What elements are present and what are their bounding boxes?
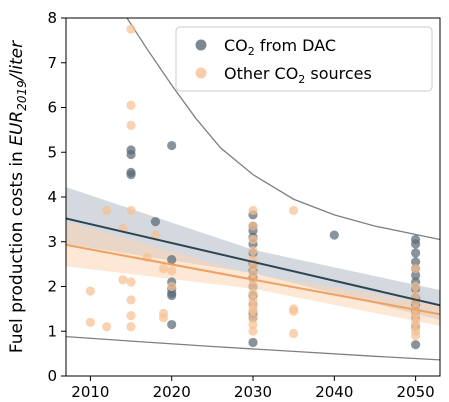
bound-curve-lower — [66, 335, 440, 361]
data-point-other-co2-sources — [248, 306, 258, 316]
y-axis-title: Fuel production costs in EUR2019/liter — [7, 40, 29, 353]
data-point-other-co2-sources — [248, 221, 258, 231]
data-point-other-co2-sources — [289, 306, 299, 316]
y-axis-title-sub: 2019 — [15, 80, 29, 111]
data-point-other-co2-sources — [85, 317, 95, 327]
data-point-other-co2-sources — [126, 310, 136, 321]
data-point-co2-from-dac — [411, 239, 421, 249]
data-point-co2-from-dac — [329, 230, 339, 240]
bound-curves — [66, 18, 440, 361]
data-point-other-co2-sources — [411, 281, 421, 292]
legend-label-other-post: sources — [305, 64, 372, 83]
data-point-other-co2-sources — [126, 24, 136, 34]
y-axis-title-pre: Fuel production costs in — [7, 146, 27, 353]
y-tick-label: 3 — [47, 233, 57, 251]
x-axis: 2010 2020 2030 2040 2050 — [71, 376, 435, 401]
data-points — [85, 24, 421, 350]
data-point-other-co2-sources — [248, 268, 258, 278]
y-tick-label: 6 — [47, 99, 57, 117]
regression-line-other-co2-sources — [66, 243, 440, 316]
data-point-other-co2-sources — [248, 261, 258, 271]
regression-line-co2-from-dac — [66, 217, 440, 307]
data-point-co2-from-dac — [167, 319, 177, 330]
y-tick-label: 7 — [47, 54, 57, 72]
data-point-other-co2-sources — [158, 264, 169, 274]
y-axis-title-post: /liter — [7, 40, 27, 82]
data-point-other-co2-sources — [85, 286, 95, 296]
data-point-other-co2-sources — [126, 295, 136, 305]
bound-curve-upper — [126, 18, 440, 241]
data-point-other-co2-sources — [289, 205, 299, 216]
legend-marker-other — [195, 67, 207, 79]
legend-marker-dac — [195, 39, 207, 51]
data-point-co2-from-dac — [167, 290, 177, 301]
data-point-co2-from-dac — [248, 337, 258, 348]
data-point-other-co2-sources — [158, 313, 169, 323]
legend-label-dac: CO2 from DAC — [224, 36, 336, 58]
data-point-other-co2-sources — [126, 322, 136, 332]
data-point-co2-from-dac — [126, 149, 136, 160]
data-point-other-co2-sources — [411, 290, 421, 301]
y-tick-label: 8 — [47, 9, 57, 27]
data-point-co2-from-dac — [411, 257, 421, 267]
data-point-co2-from-dac — [167, 140, 177, 151]
data-point-other-co2-sources — [248, 313, 258, 323]
x-tick-label: 2010 — [71, 383, 109, 401]
x-tick-label: 2050 — [397, 383, 435, 401]
data-point-other-co2-sources — [411, 264, 421, 274]
data-point-other-co2-sources — [289, 328, 299, 339]
data-point-other-co2-sources — [248, 246, 258, 256]
data-point-other-co2-sources — [248, 288, 258, 298]
x-tick-label: 2020 — [153, 383, 191, 401]
legend-box — [175, 26, 433, 92]
legend-label-other-pre: Other CO — [224, 64, 298, 83]
y-tick-label: 2 — [47, 278, 57, 296]
data-point-other-co2-sources — [118, 275, 128, 285]
y-tick-label: 5 — [47, 143, 57, 161]
legend-label-other-sub: 2 — [298, 73, 305, 86]
y-tick-label: 4 — [47, 188, 57, 206]
data-point-co2-from-dac — [411, 248, 421, 258]
data-point-co2-from-dac — [411, 270, 421, 280]
legend-label-dac-pre: CO — [224, 36, 248, 55]
data-point-other-co2-sources — [167, 281, 177, 292]
data-point-other-co2-sources — [126, 100, 136, 110]
legend: CO2 from DAC Other CO2 sources — [175, 26, 433, 92]
data-point-co2-from-dac — [167, 255, 177, 265]
y-tick-label: 0 — [47, 367, 57, 385]
data-point-other-co2-sources — [126, 277, 136, 287]
data-point-other-co2-sources — [102, 205, 112, 216]
data-point-other-co2-sources — [126, 120, 136, 130]
y-axis: 0 1 2 3 4 5 6 7 8 — [47, 9, 66, 385]
x-tick-label: 2030 — [234, 383, 272, 401]
data-point-other-co2-sources — [248, 281, 258, 292]
legend-label-other: Other CO2 sources — [224, 64, 372, 86]
x-tick-label: 2040 — [315, 383, 353, 401]
data-point-other-co2-sources — [126, 205, 136, 216]
y-tick-label: 1 — [47, 322, 57, 340]
data-point-other-co2-sources — [248, 326, 258, 336]
data-point-co2-from-dac — [150, 217, 161, 227]
confidence-band-other-co2-sources — [66, 221, 440, 326]
legend-label-dac-post: from DAC — [255, 36, 336, 55]
data-point-co2-from-dac — [126, 170, 136, 180]
data-point-other-co2-sources — [248, 205, 258, 216]
data-point-co2-from-dac — [411, 340, 421, 350]
data-point-other-co2-sources — [167, 266, 177, 276]
data-point-other-co2-sources — [150, 230, 161, 240]
data-point-other-co2-sources — [248, 319, 258, 330]
data-point-other-co2-sources — [248, 234, 258, 245]
data-point-other-co2-sources — [102, 322, 112, 332]
y-axis-title-italic: EUR — [7, 111, 27, 146]
regression-lines — [66, 217, 440, 316]
legend-label-dac-sub: 2 — [248, 45, 255, 58]
data-point-other-co2-sources — [411, 331, 421, 341]
